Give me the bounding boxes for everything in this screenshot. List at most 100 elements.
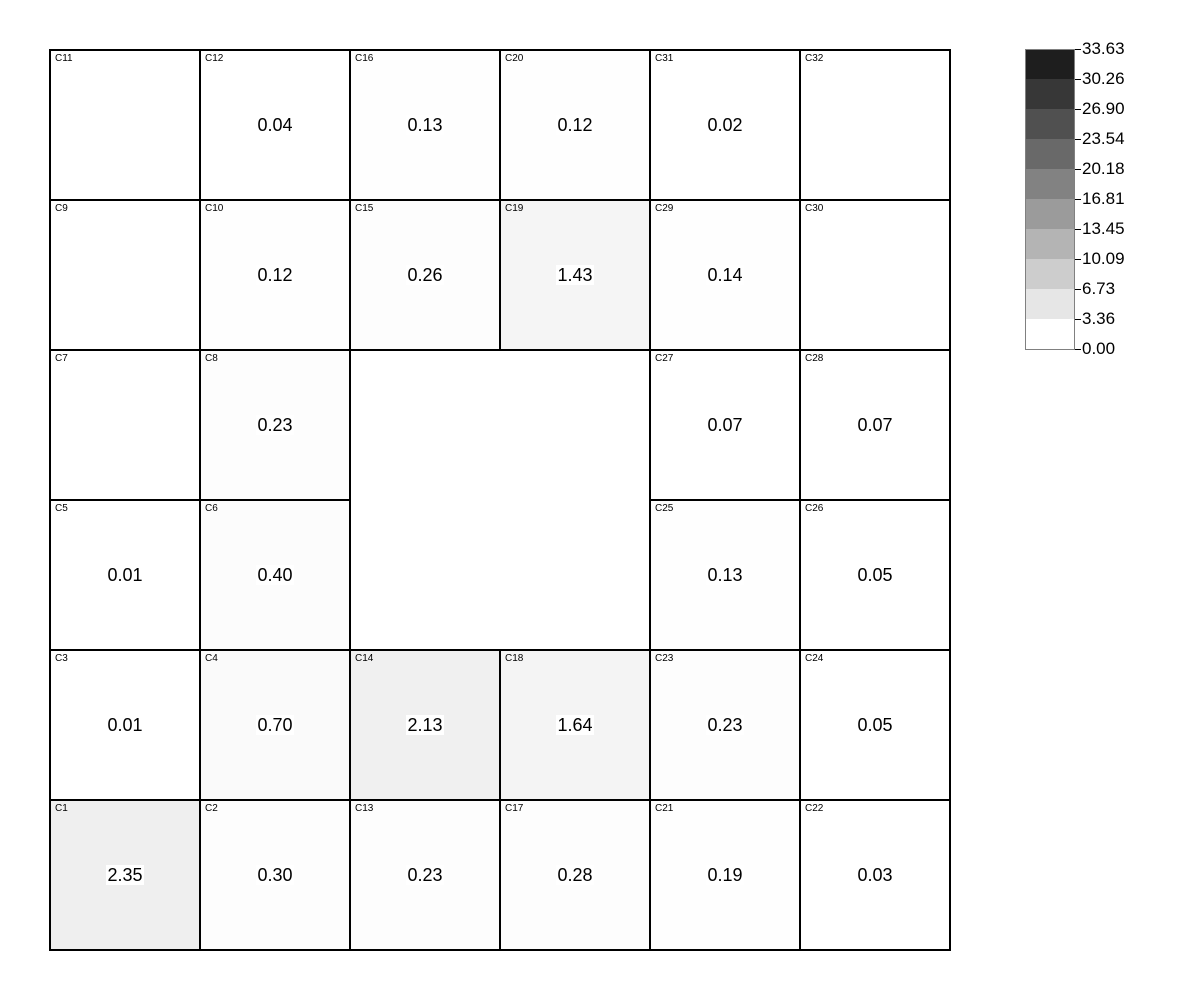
legend-color-band: [1025, 319, 1075, 349]
legend-level-label: 30.26: [1082, 69, 1125, 88]
legend-tick: [1075, 259, 1081, 260]
assembly-cell-c18: C18 1.64: [499, 649, 651, 801]
assembly-value-text: 0.12: [556, 115, 594, 135]
assembly-cell-c26: C26 0.05: [799, 499, 951, 651]
assembly-value-text: 0.28: [556, 865, 594, 885]
assembly-value-text: 0.13: [706, 565, 744, 585]
assembly-value-label: 0.23: [651, 715, 799, 735]
assembly-cell-c9: C9: [49, 199, 201, 351]
assembly-value-label: 0.02: [651, 115, 799, 135]
assembly-id-label: C14: [355, 653, 374, 664]
assembly-value-label: 0.05: [801, 565, 949, 585]
assembly-id-label: C16: [355, 53, 374, 64]
assembly-cell-c19: C19 1.43: [499, 199, 651, 351]
assembly-value-text: 2.13: [406, 715, 444, 735]
assembly-value-label: 0.30: [201, 865, 349, 885]
legend-level-label: 26.90: [1082, 99, 1125, 118]
assembly-cell-c30: C30: [799, 199, 951, 351]
assembly-value-text: 0.23: [706, 715, 744, 735]
assembly-value-label: 1.43: [501, 265, 649, 285]
assembly-id-label: C21: [655, 803, 674, 814]
assembly-id-label: C23: [655, 653, 674, 664]
assembly-id-label: C28: [805, 353, 824, 364]
assembly-cell-c29: C29 0.14: [649, 199, 801, 351]
assembly-cell-c10: C10 0.12: [199, 199, 351, 351]
assembly-value-label: 0.23: [201, 415, 349, 435]
assembly-value-text: 0.14: [706, 265, 744, 285]
assembly-value-label: 0.19: [651, 865, 799, 885]
assembly-value-label: 0.14: [651, 265, 799, 285]
assembly-value-label: 0.70: [201, 715, 349, 735]
assembly-value-label: 0.12: [201, 265, 349, 285]
assembly-cell-c1: C1 2.35: [49, 799, 201, 951]
assembly-id-label: C19: [505, 203, 524, 214]
legend-level-label: 3.36: [1082, 309, 1116, 328]
assembly-value-text: 0.70: [256, 715, 294, 735]
legend-color-band: [1025, 139, 1075, 169]
assembly-cell-c20: C20 0.12: [499, 49, 651, 201]
assembly-cell-c13: C13 0.23: [349, 799, 501, 951]
assembly-id-label: C29: [655, 203, 674, 214]
legend-level-label: 33.63: [1082, 39, 1125, 58]
assembly-id-label: C13: [355, 803, 374, 814]
assembly-value-label: 0.07: [801, 415, 949, 435]
legend-tick: [1075, 199, 1081, 200]
assembly-value-text: 0.03: [856, 865, 894, 885]
legend-level-label: 16.81: [1082, 189, 1125, 208]
assembly-id-label: C27: [655, 353, 674, 364]
assembly-value-text: 0.01: [106, 565, 144, 585]
assembly-id-label: C1: [55, 803, 68, 814]
assembly-value-text: 0.30: [256, 865, 294, 885]
legend-tick: [1075, 319, 1081, 320]
assembly-cell-c23: C23 0.23: [649, 649, 801, 801]
legend-level-label: 23.54: [1082, 129, 1125, 148]
assembly-cell-c31: C31 0.02: [649, 49, 801, 201]
assembly-value-text: 0.02: [706, 115, 744, 135]
assembly-value-text: 0.40: [256, 565, 294, 585]
legend-tick: [1075, 79, 1081, 80]
legend-tick: [1075, 169, 1081, 170]
assembly-value-label: 0.26: [351, 265, 499, 285]
assembly-value-text: 1.64: [556, 715, 594, 735]
assembly-cell-c27: C27 0.07: [649, 349, 801, 501]
assembly-cell-c25: C25 0.13: [649, 499, 801, 651]
assembly-value-text: 0.04: [256, 115, 294, 135]
assembly-id-label: C10: [205, 203, 224, 214]
assembly-cell-c5: C5 0.01: [49, 499, 201, 651]
assembly-cell-c32: C32: [799, 49, 951, 201]
legend-level-label: 13.45: [1082, 219, 1125, 238]
legend-tick: [1075, 49, 1081, 50]
legend-tick: [1075, 139, 1081, 140]
legend-color-band: [1025, 79, 1075, 109]
legend-color-band: [1025, 229, 1075, 259]
assembly-cell-c22: C22 0.03: [799, 799, 951, 951]
assembly-id-label: C17: [505, 803, 524, 814]
assembly-cell-c12: C12 0.04: [199, 49, 351, 201]
assembly-cell-c17: C17 0.28: [499, 799, 651, 951]
assembly-id-label: C4: [205, 653, 218, 664]
assembly-value-label: 2.13: [351, 715, 499, 735]
assembly-id-label: C20: [505, 53, 524, 64]
assembly-value-text: 0.23: [256, 415, 294, 435]
assembly-value-label: 0.04: [201, 115, 349, 135]
assembly-cell-c14: C14 2.13: [349, 649, 501, 801]
assembly-id-label: C32: [805, 53, 824, 64]
assembly-value-text: 0.26: [406, 265, 444, 285]
assembly-cell-c2: C2 0.30: [199, 799, 351, 951]
assembly-id-label: C2: [205, 803, 218, 814]
assembly-cell-c4: C4 0.70: [199, 649, 351, 801]
assembly-value-label: 0.28: [501, 865, 649, 885]
assembly-id-label: C18: [505, 653, 524, 664]
assembly-id-label: C5: [55, 503, 68, 514]
assembly-cell-c24: C24 0.05: [799, 649, 951, 801]
assembly-cell-c8: C8 0.23: [199, 349, 351, 501]
legend-level-label: 20.18: [1082, 159, 1125, 178]
assembly-cell-c7: C7: [49, 349, 201, 501]
assembly-value-text: 0.07: [706, 415, 744, 435]
legend-color-band: [1025, 49, 1075, 79]
assembly-value-text: 1.43: [556, 265, 594, 285]
assembly-value-text: 0.07: [856, 415, 894, 435]
assembly-id-label: C8: [205, 353, 218, 364]
assembly-id-label: C31: [655, 53, 674, 64]
